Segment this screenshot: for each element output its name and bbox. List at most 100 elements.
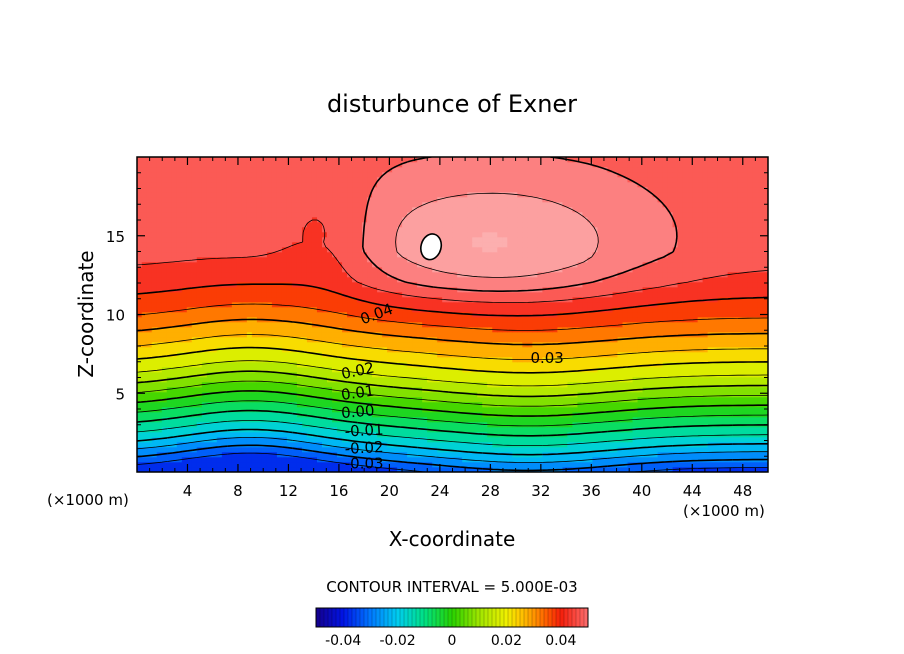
- colorbar-swatch: [552, 608, 557, 627]
- colorbar-swatch: [440, 608, 445, 627]
- contour-line: [362, 157, 678, 292]
- colorbar-swatch: [568, 608, 573, 627]
- x-tick-label: 20: [380, 482, 399, 500]
- x-tick-label: 8: [233, 482, 243, 500]
- colorbar-swatch: [376, 608, 381, 627]
- contour-line: [137, 370, 768, 398]
- colorbar-swatch: [468, 608, 473, 627]
- contour-line: [137, 428, 768, 456]
- colorbar-swatch: [512, 608, 517, 627]
- y-axis-label: Z-coordinate: [74, 250, 98, 377]
- colorbar-swatch: [532, 608, 537, 627]
- colorbar-swatch: [328, 608, 333, 627]
- colorbar-tick-label: -0.04: [325, 633, 361, 649]
- colorbar-swatch: [316, 608, 321, 627]
- contour-line: [395, 192, 599, 278]
- colorbar: [315, 608, 589, 627]
- colorbar-swatch: [400, 608, 405, 627]
- x-unit-right: (×1000 m): [683, 502, 765, 520]
- contour-interval-text: CONTOUR INTERVAL = 5.000E-03: [326, 578, 577, 596]
- x-tick-label: 40: [632, 482, 651, 500]
- colorbar-swatch: [464, 608, 469, 627]
- colorbar-swatch: [488, 608, 493, 627]
- y-axis-ticks: 5 10 15: [106, 172, 768, 457]
- colorbar-swatch: [420, 608, 425, 627]
- colorbar-swatch: [484, 608, 489, 627]
- colorbar-tick-label: -0.02: [379, 633, 415, 649]
- colorbar-swatch: [404, 608, 409, 627]
- colorbar-swatch: [416, 608, 421, 627]
- contour-line: [137, 380, 768, 407]
- contour-line: [137, 318, 768, 346]
- colorbar-swatch: [544, 608, 549, 627]
- x-unit-left: (×1000 m): [47, 491, 129, 509]
- colorbar-swatch: [428, 608, 433, 627]
- colorbar-swatch: [524, 608, 529, 627]
- colorbar-tick-label: 0: [448, 633, 457, 649]
- colorbar-swatch: [380, 608, 385, 627]
- colorbar-swatch: [560, 608, 565, 627]
- contour-lines: [137, 157, 768, 472]
- x-axis-ticks: 4 8 12 16 20 24 28 32 36 40 44 48: [149, 157, 756, 500]
- x-tick-label: 32: [531, 482, 550, 500]
- colorbar-swatch: [576, 608, 581, 627]
- colorbar-swatch: [424, 608, 429, 627]
- colorbar-swatch: [520, 608, 525, 627]
- colorbar-swatch: [496, 608, 501, 627]
- colorbar-swatch: [500, 608, 505, 627]
- x-tick-label: 4: [183, 482, 193, 500]
- colorbar-swatch: [360, 608, 365, 627]
- colorbar-swatch: [356, 608, 361, 627]
- x-tick-label: 16: [329, 482, 348, 500]
- x-axis-label: X-coordinate: [389, 527, 516, 551]
- colorbar-swatch: [508, 608, 513, 627]
- colorbar-swatch: [408, 608, 413, 627]
- contour-line: [137, 346, 768, 374]
- contour-label: -0.03: [345, 455, 384, 473]
- colorbar-swatch: [476, 608, 481, 627]
- colorbar-swatch: [456, 608, 461, 627]
- colorbar-swatch: [584, 608, 589, 627]
- x-tick-label: 24: [430, 482, 449, 500]
- y-tick-label: 5: [115, 385, 125, 403]
- colorbar-swatch: [436, 608, 441, 627]
- colorbar-swatch: [536, 608, 541, 627]
- colorbar-swatch: [324, 608, 329, 627]
- colorbar-swatch: [504, 608, 509, 627]
- colorbar-swatch: [580, 608, 585, 627]
- colorbar-swatch: [572, 608, 577, 627]
- colorbar-swatch: [548, 608, 553, 627]
- contour-line: [137, 303, 768, 331]
- colorbar-swatch: [340, 608, 345, 627]
- contour-line: [137, 334, 768, 360]
- contour-label: -0.02: [344, 438, 384, 458]
- contour-fill: [137, 157, 768, 472]
- contour-label: 0.03: [530, 349, 563, 367]
- contour-line: [137, 390, 768, 417]
- colorbar-swatch: [528, 608, 533, 627]
- colorbar-swatch: [516, 608, 521, 627]
- contour-line: [137, 219, 768, 303]
- colorbar-swatch: [332, 608, 337, 627]
- colorbar-swatch: [564, 608, 569, 627]
- x-tick-label: 28: [481, 482, 500, 500]
- x-tick-label: 36: [582, 482, 601, 500]
- colorbar-swatch: [540, 608, 545, 627]
- contour-label: 0.00: [340, 401, 375, 422]
- colorbar-swatch: [364, 608, 369, 627]
- colorbar-swatch: [480, 608, 485, 627]
- x-tick-label: 12: [279, 482, 298, 500]
- extremum-marker: [420, 233, 443, 261]
- contour-line: [137, 420, 768, 446]
- colorbar-swatch: [384, 608, 389, 627]
- colorbar-swatch: [472, 608, 477, 627]
- contour-line: [137, 400, 768, 427]
- colorbar-swatch: [388, 608, 393, 627]
- colorbar-swatch: [372, 608, 377, 627]
- colorbar-swatch: [336, 608, 341, 627]
- colorbar-swatch: [352, 608, 357, 627]
- colorbar-frame: [315, 607, 589, 628]
- colorbar-tick-label: 0.04: [545, 633, 576, 649]
- colorbar-swatch: [344, 608, 349, 627]
